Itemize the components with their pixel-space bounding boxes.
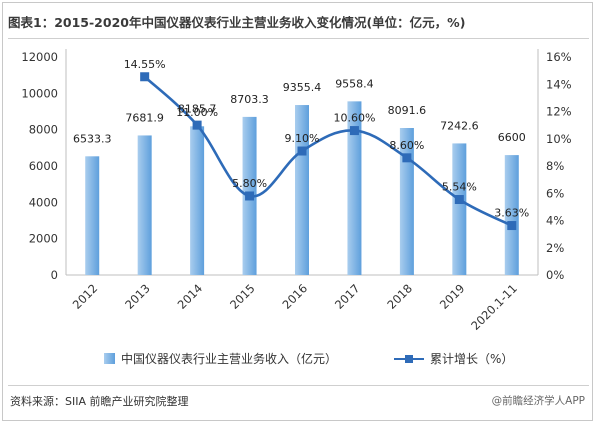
chart-frame bbox=[2, 2, 593, 421]
legend-line-swatch bbox=[394, 353, 424, 365]
x-tick-label: 2017 bbox=[332, 281, 363, 312]
growth-line bbox=[143, 75, 513, 227]
y-right-tick-label: 14% bbox=[546, 77, 572, 91]
title-divider bbox=[8, 38, 589, 39]
y-left-tick-label: 0 bbox=[51, 268, 58, 282]
chart-title: 图表1：2015-2020年中国仪器仪表行业主营业务收入变化情况(单位：亿元，%… bbox=[8, 15, 466, 30]
y-left-tick-label: 8000 bbox=[29, 123, 58, 137]
footer-divider bbox=[8, 385, 589, 386]
growth-value-label: 11.00% bbox=[176, 106, 218, 119]
legend-label-revenue: 中国仪器仪表行业主营业务收入（亿元） bbox=[121, 352, 338, 366]
bar bbox=[399, 128, 414, 275]
bar-value-label: 6533.3 bbox=[73, 132, 112, 145]
growth-marker bbox=[245, 191, 255, 201]
bar bbox=[504, 155, 519, 275]
bar bbox=[137, 135, 152, 275]
legend-label-growth: 累计增长（%） bbox=[430, 352, 514, 366]
legend-bar-swatch bbox=[104, 353, 115, 364]
growth-value-label: 14.55% bbox=[124, 58, 166, 71]
y-right-tick-label: 16% bbox=[546, 50, 572, 64]
data-labels: 6533.3 7681.9 8185.7 8703.3 9355.4 9558.4 8091… bbox=[73, 58, 529, 220]
bar-value-label: 8185.7 bbox=[178, 102, 217, 115]
bar-series bbox=[85, 101, 519, 276]
source-note: 资料来源：SIIA 前瞻产业研究院整理 bbox=[10, 395, 189, 408]
bar-value-label: 8703.3 bbox=[230, 93, 269, 106]
x-tick-label: 2014 bbox=[175, 281, 206, 312]
y-right-tick-label: 0% bbox=[546, 268, 564, 282]
bar bbox=[452, 143, 467, 275]
y-right-tick-label: 8% bbox=[546, 159, 564, 173]
growth-marker bbox=[402, 153, 412, 163]
bar-value-label: 9558.4 bbox=[335, 77, 374, 90]
x-tick-label: 2020.1-11 bbox=[468, 281, 520, 333]
legend-item-growth: 累计增长（%） bbox=[394, 350, 513, 367]
growth-value-label: 5.54% bbox=[442, 181, 477, 194]
y-right-tick-label: 4% bbox=[546, 214, 564, 228]
y-left-tick-label: 4000 bbox=[29, 195, 58, 209]
bar bbox=[190, 126, 205, 275]
y-left-tick-label: 6000 bbox=[29, 159, 58, 173]
x-tick-label: 2019 bbox=[437, 281, 468, 312]
growth-marker bbox=[192, 120, 202, 130]
y-left-tick-label: 10000 bbox=[21, 86, 58, 100]
line-series bbox=[140, 72, 517, 231]
bar bbox=[85, 156, 100, 275]
bar-value-label: 6600 bbox=[498, 131, 526, 144]
growth-marker bbox=[507, 221, 517, 231]
x-tick-label: 2018 bbox=[384, 281, 415, 312]
bar bbox=[295, 105, 309, 275]
growth-value-label: 10.60% bbox=[333, 112, 375, 125]
growth-marker bbox=[349, 126, 359, 136]
watermark: @前瞻经济学人APP bbox=[491, 395, 585, 407]
y-right-tick-label: 2% bbox=[546, 241, 564, 255]
bar-value-label: 7681.9 bbox=[125, 111, 164, 124]
y-right-tick-label: 6% bbox=[546, 186, 564, 200]
y-left-tick-label: 2000 bbox=[29, 232, 58, 246]
y-right-tick-label: 12% bbox=[546, 105, 572, 119]
growth-marker bbox=[140, 72, 150, 82]
bar-value-label: 8091.6 bbox=[388, 104, 427, 117]
bar-value-label: 7242.6 bbox=[440, 119, 479, 132]
x-tick-label: 2012 bbox=[70, 281, 101, 312]
x-tick-label: 2013 bbox=[122, 281, 153, 312]
growth-marker bbox=[297, 146, 307, 156]
chart-legend: 中国仪器仪表行业主营业务收入（亿元） 累计增长（%） bbox=[0, 350, 597, 372]
bar bbox=[347, 101, 362, 275]
legend-item-revenue: 中国仪器仪表行业主营业务收入（亿元） bbox=[104, 350, 337, 367]
growth-marker bbox=[454, 195, 464, 205]
growth-value-label: 8.60% bbox=[389, 139, 424, 152]
y-left-tick-label: 12000 bbox=[21, 50, 58, 64]
growth-value-label: 5.80% bbox=[232, 177, 267, 190]
x-tick-label: 2016 bbox=[280, 281, 311, 312]
x-tick-label: 2015 bbox=[227, 281, 258, 312]
y-right-tick-label: 10% bbox=[546, 132, 572, 146]
growth-value-label: 9.10% bbox=[285, 132, 320, 145]
bar-value-label: 9355.4 bbox=[283, 81, 322, 94]
growth-value-label: 3.63% bbox=[494, 207, 529, 220]
